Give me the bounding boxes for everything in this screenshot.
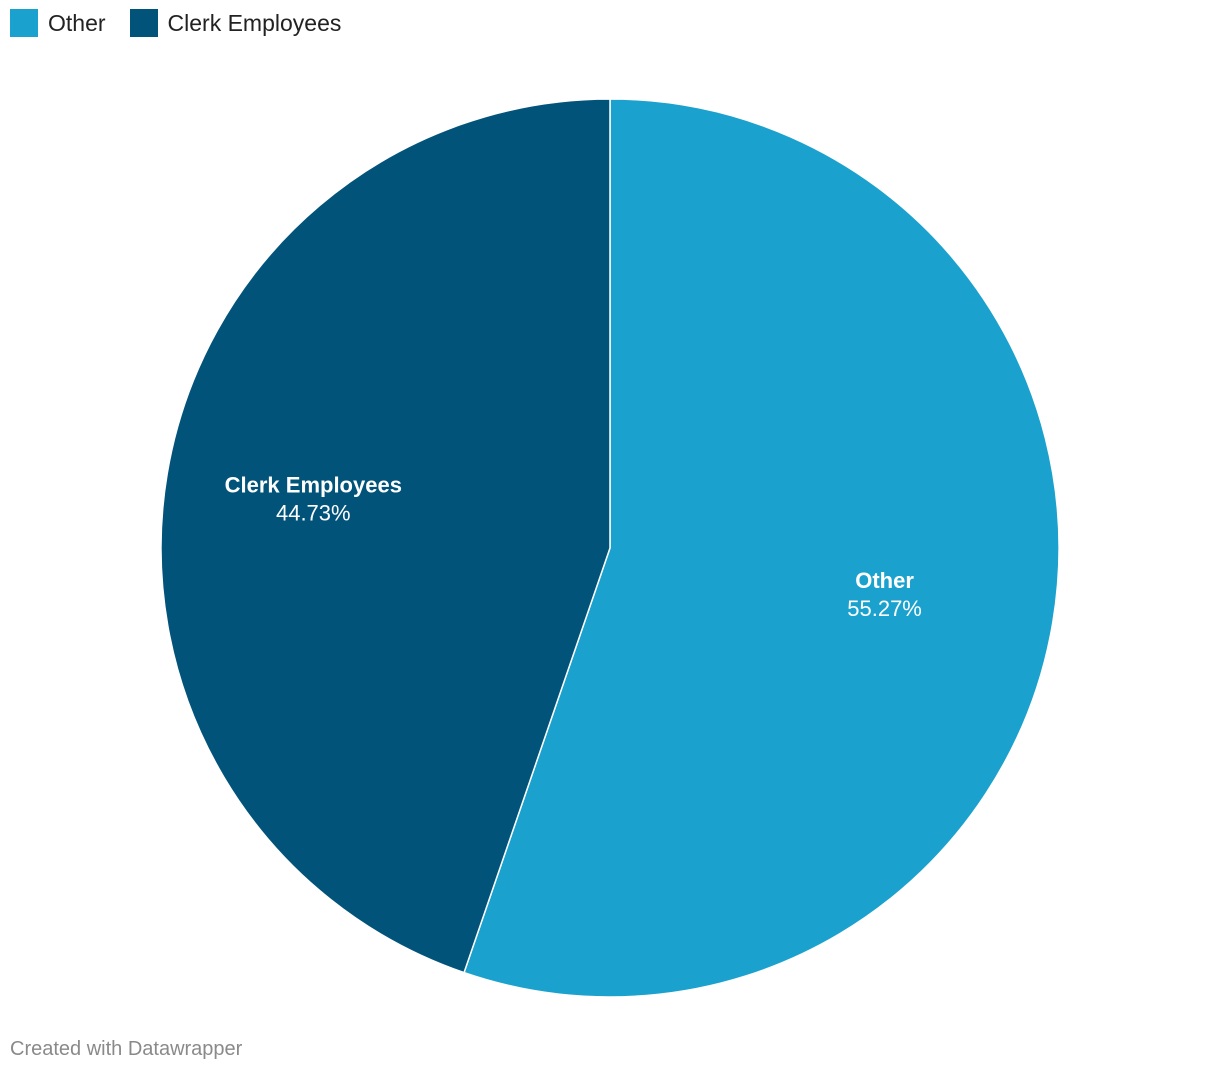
pie-labels: Other 55.27% Clerk Employees 44.73% bbox=[225, 472, 922, 620]
chart-legend: Other Clerk Employees bbox=[10, 9, 341, 37]
pie-slices bbox=[160, 98, 1060, 998]
slice-value-other: 55.27% bbox=[847, 596, 922, 621]
slice-label-other: Other bbox=[855, 568, 914, 593]
legend-item-clerk-employees: Clerk Employees bbox=[129, 9, 342, 37]
datawrapper-credit: Created with Datawrapper bbox=[10, 1038, 243, 1060]
slice-value-clerk-employees: 44.73% bbox=[276, 500, 351, 525]
legend-label-other: Other bbox=[48, 10, 106, 36]
legend-swatch-clerk-employees bbox=[129, 9, 158, 37]
pie-slice-clerk-employees bbox=[160, 98, 611, 974]
legend-label-clerk-employees: Clerk Employees bbox=[167, 10, 342, 36]
pie-slice-other bbox=[463, 98, 1060, 998]
legend-item-other: Other bbox=[10, 9, 106, 37]
slice-label-clerk-employees: Clerk Employees bbox=[225, 472, 402, 497]
legend-swatch-other bbox=[10, 9, 38, 37]
